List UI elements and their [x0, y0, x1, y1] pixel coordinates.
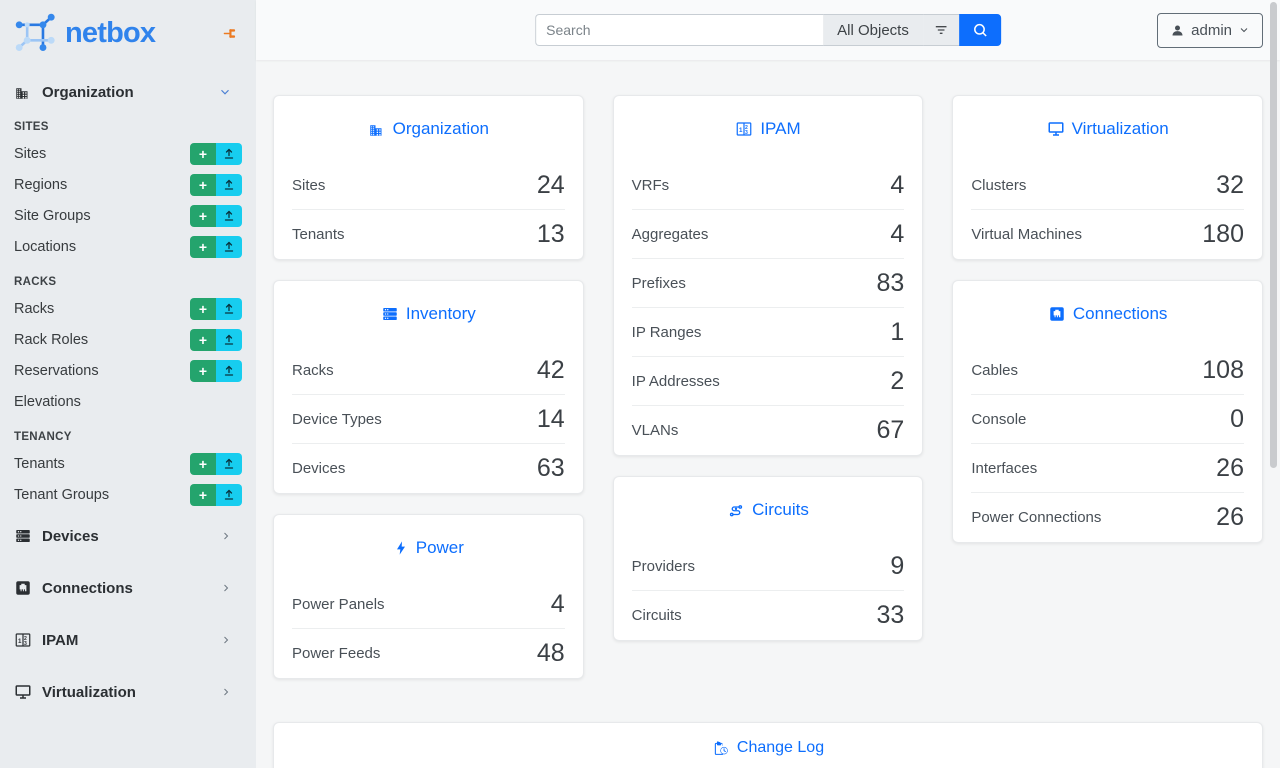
- svg-text:3: 3: [745, 129, 748, 135]
- svg-text:1: 1: [739, 127, 743, 134]
- svg-text:1: 1: [18, 638, 22, 645]
- svg-text:3: 3: [24, 641, 27, 647]
